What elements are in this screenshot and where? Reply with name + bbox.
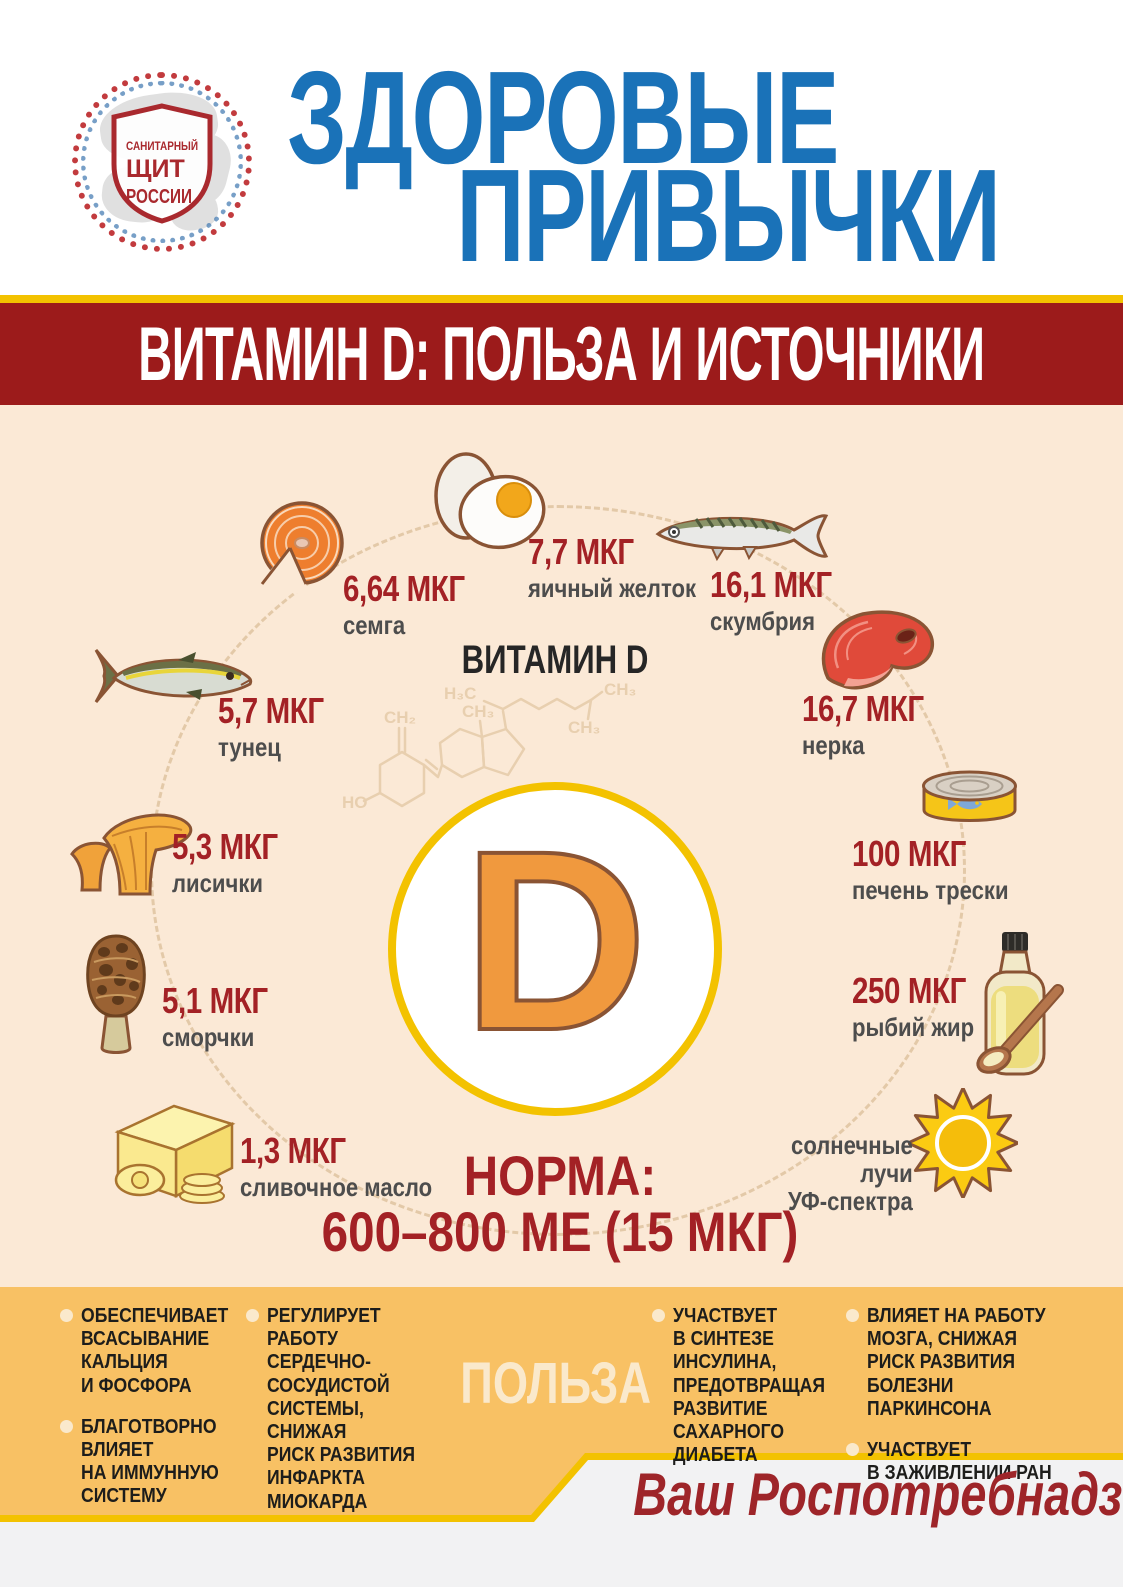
source-label: яичный желток: [528, 572, 697, 603]
source-label: сливочное масло: [240, 1171, 433, 1202]
benefit-item: ВЛИЯЕТ НА РАБОТУ МОЗГА, СНИЖАЯ РИСК РАЗВ…: [846, 1305, 1086, 1421]
benefit-item: РЕГУЛИРУЕТ РАБОТУ СЕРДЕЧНО- СОСУДИСТОЙ С…: [246, 1305, 446, 1514]
source-label: тунец: [218, 731, 281, 762]
benefit-text: ВЛИЯЕТ НА РАБОТУ МОЗГА, СНИЖАЯ РИСК РАЗВ…: [867, 1305, 1046, 1420]
sun-icon: [908, 1088, 1018, 1198]
molecule-label-ch3-ring: CH₃: [462, 702, 494, 721]
source-value: 5,7 МКГ: [218, 690, 324, 731]
benefit-text: РЕГУЛИРУЕТ РАБОТУ СЕРДЕЧНО- СОСУДИСТОЙ С…: [267, 1305, 416, 1513]
source-value: 5,3 МКГ: [172, 826, 278, 867]
poster-title-line1: ЗДОРОВЫЕ: [287, 44, 839, 191]
vitamin-d-badge: D: [388, 782, 722, 1116]
logo-dotted-ring-red: [72, 72, 252, 252]
morel-icon: [86, 934, 146, 1054]
source-value: 7,7 МКГ: [528, 531, 634, 572]
butter-icon: [114, 1104, 236, 1204]
benefit-text: УЧАСТВУЕТ В СИНТЕЗЕ ИНСУЛИНА, ПРЕДОТВРАЩ…: [673, 1305, 826, 1467]
source-butter: 1,3 МКГ сливочное масло: [240, 1132, 466, 1201]
source-label: солнечные лучи УФ-спектра: [788, 1130, 913, 1217]
vitamin-d-letter: D: [461, 798, 650, 1084]
bullet-icon: [846, 1309, 859, 1322]
salmon-steak-icon: [250, 501, 344, 593]
vitamin-d-molecule-diagram: HO CH₂ CH₃ H₃C CH₃ CH₃: [342, 680, 636, 812]
benefit-item: УЧАСТВУЕТ В ЗАЖИВЛЕНИИ РАН: [846, 1439, 1086, 1485]
source-label: печень трески: [852, 874, 1009, 905]
cod-liver-can-icon: [922, 770, 1017, 822]
source-egg-yolk: 7,7 МКГ яичный желток: [528, 533, 726, 602]
chanterelles-icon: [70, 813, 193, 896]
benefit-item: БЛАГОТВОРНО ВЛИЯЕТ НА ИММУННУЮ СИСТЕМУ: [60, 1416, 250, 1509]
bullet-icon: [652, 1309, 665, 1322]
norm-value: 600–800 МЕ (15 МКГ): [321, 1200, 799, 1263]
source-nerka: 16,7 МКГ нерка: [802, 690, 950, 759]
source-label: скумбрия: [710, 605, 816, 636]
molecule-label-ch2: CH₂: [384, 708, 416, 727]
benefits-column-3: УЧАСТВУЕТ В СИНТЕЗЕ ИНСУЛИНА, ПРЕДОТВРАЩ…: [652, 1305, 867, 1485]
source-label: рыбий жир: [852, 1011, 975, 1042]
benefit-item: УЧАСТВУЕТ В СИНТЕЗЕ ИНСУЛИНА, ПРЕДОТВРАЩ…: [652, 1305, 867, 1467]
source-mackerel: 16,1 МКГ скумбрия: [710, 566, 858, 635]
poster-title-line2: ПРИВЫЧКИ: [456, 142, 1002, 289]
benefits-heading: ПОЛЬЗА: [460, 1351, 652, 1416]
benefit-item: ОБЕСПЕЧИВАЕТ ВСАСЫВАНИЕ КАЛЬЦИЯ И ФОСФОР…: [60, 1305, 250, 1398]
source-label: нерка: [802, 729, 865, 760]
logo-text-line3: РОССИИ: [126, 186, 192, 208]
section-banner: ВИТАМИН D: ПОЛЬЗА И ИСТОЧНИКИ: [0, 295, 1123, 405]
source-label: лисички: [172, 867, 263, 898]
source-semga: 6,64 МКГ семга: [343, 570, 491, 639]
source-label: семга: [343, 609, 406, 640]
source-value: 6,64 МКГ: [343, 568, 465, 609]
source-value: 1,3 МКГ: [240, 1130, 346, 1171]
norm-label: НОРМА:: [463, 1144, 657, 1207]
bullet-icon: [60, 1419, 73, 1433]
source-value: 16,7 МКГ: [802, 688, 924, 729]
benefits-column-1: ОБЕСПЕЧИВАЕТ ВСАСЫВАНИЕ КАЛЬЦИЯ И ФОСФОР…: [60, 1305, 250, 1527]
fish-oil-bottle-icon: [976, 932, 1064, 1076]
source-value: 100 МКГ: [852, 833, 966, 874]
source-tuna: 5,7 МКГ тунец: [218, 692, 347, 761]
bullet-icon: [846, 1442, 859, 1456]
molecule-label-ch3-chain: CH₃: [568, 718, 600, 737]
source-value: 16,1 МКГ: [710, 564, 832, 605]
tuna-icon: [94, 649, 253, 703]
vitamin-d-heading: ВИТАМИН D: [461, 638, 649, 682]
logo-dotted-ring-blue: [81, 81, 243, 243]
source-chanterelles: 5,3 МКГ лисички: [172, 828, 301, 897]
sockeye-steak-icon: [821, 610, 934, 690]
shield-icon: САНИТАРНЫЙ ЩИТ РОССИИ: [111, 103, 213, 224]
benefits-column-2: РЕГУЛИРУЕТ РАБОТУ СЕРДЕЧНО- СОСУДИСТОЙ С…: [246, 1305, 446, 1532]
source-value: 5,1 МКГ: [162, 980, 268, 1021]
source-morels: 5,1 МКГ сморчки: [162, 982, 291, 1051]
rospotrebnadzor-signature: Ваш Роспотребнадзор: [633, 1461, 1123, 1528]
logo-text-line2: ЩИТ: [126, 155, 185, 183]
benefit-text: ОБЕСПЕЧИВАЕТ ВСАСЫВАНИЕ КАЛЬЦИЯ И ФОСФОР…: [81, 1305, 229, 1397]
source-sunlight: солнечные лучи УФ-спектра: [766, 1128, 913, 1215]
molecule-label-h3c: H₃C: [444, 684, 476, 703]
bullet-icon: [246, 1309, 259, 1322]
benefits-column-4: ВЛИЯЕТ НА РАБОТУ МОЗГА, СНИЖАЯ РИСК РАЗВ…: [846, 1305, 1086, 1503]
molecule-label-ch3-end: CH₃: [604, 680, 636, 699]
benefit-text: УЧАСТВУЕТ В ЗАЖИВЛЕНИИ РАН: [867, 1438, 1052, 1485]
source-label: сморчки: [162, 1021, 255, 1052]
sanitary-shield-logo: САНИТАРНЫЙ ЩИТ РОССИИ: [72, 72, 252, 252]
mackerel-icon: [655, 514, 829, 562]
logo-text-line1: САНИТАРНЫЙ: [126, 138, 198, 153]
source-cod-liver: 100 МКГ печень трески: [852, 835, 1036, 904]
source-fish-oil: 250 МКГ рыбий жир: [852, 972, 996, 1041]
banner-title: ВИТАМИН D: ПОЛЬЗА И ИСТОЧНИКИ: [138, 311, 985, 397]
source-value: 250 МКГ: [852, 970, 966, 1011]
bullet-icon: [60, 1309, 73, 1322]
benefit-text: БЛАГОТВОРНО ВЛИЯЕТ НА ИММУННУЮ СИСТЕМУ: [81, 1415, 219, 1508]
egg-yolk-icon: [434, 452, 546, 550]
molecule-label-ho: HO: [342, 793, 368, 812]
